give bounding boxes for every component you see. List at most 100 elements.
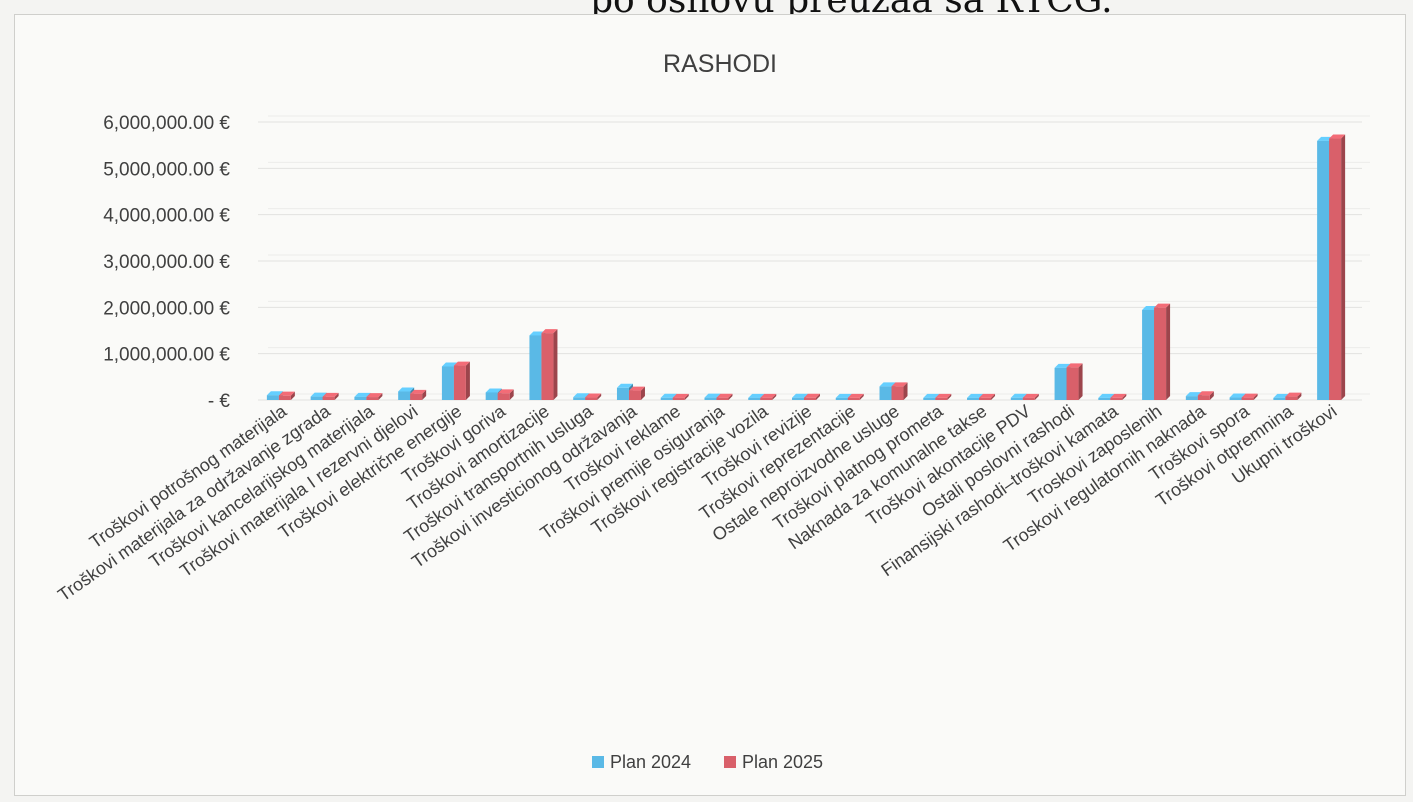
bar-side	[290, 391, 295, 400]
legend-item: Plan 2024	[592, 752, 691, 772]
bar-top	[847, 393, 864, 398]
bar-front	[1185, 396, 1198, 400]
bar-top	[573, 393, 590, 398]
bar-side	[1166, 303, 1171, 400]
bar-front	[935, 397, 948, 400]
bar-front	[891, 386, 904, 400]
bar-front	[1329, 138, 1342, 401]
bar	[847, 393, 864, 400]
bar-front	[1273, 397, 1286, 400]
bar-side	[859, 393, 864, 400]
bar-side	[640, 386, 645, 400]
bar-top	[322, 392, 339, 397]
bar-top	[310, 392, 327, 397]
bar-front	[497, 393, 510, 400]
bar-top	[410, 389, 427, 394]
y-tick-label: - €	[208, 391, 231, 412]
bar-front	[804, 397, 816, 400]
bar-side	[772, 393, 777, 400]
bar-front	[1285, 396, 1298, 400]
bar-top	[879, 382, 896, 387]
bars	[266, 134, 1346, 401]
bar	[935, 393, 952, 400]
bar-top	[979, 393, 996, 398]
bar-side	[1341, 134, 1346, 401]
bar-top	[891, 382, 908, 387]
bar	[1066, 363, 1083, 400]
bar	[585, 393, 602, 400]
bar-front	[1098, 397, 1111, 400]
bar-front	[266, 395, 279, 400]
bar-top	[278, 391, 295, 396]
bar-top	[266, 391, 283, 396]
bar-front	[441, 366, 454, 400]
bar-front	[573, 397, 586, 400]
bar	[453, 361, 470, 400]
bar-front	[1110, 397, 1123, 400]
bar	[891, 382, 908, 400]
chart-title: RASHODI	[663, 50, 777, 78]
bar-side	[684, 393, 689, 400]
bar-front	[760, 397, 773, 400]
bar-top	[1185, 392, 1202, 397]
bar-top	[1285, 392, 1302, 397]
bar-top	[1229, 393, 1246, 398]
bar	[1329, 134, 1346, 401]
bar	[672, 393, 689, 400]
bar	[1154, 303, 1171, 400]
bar	[278, 391, 295, 400]
bar	[628, 386, 645, 400]
bar-front	[967, 397, 980, 400]
bar-top	[967, 393, 984, 398]
bar-side	[1034, 393, 1039, 400]
bar	[541, 329, 558, 400]
bar	[497, 389, 514, 400]
bar-side	[553, 329, 558, 400]
bar-side	[1078, 363, 1083, 400]
bar-top	[1329, 134, 1346, 139]
bar	[366, 393, 383, 400]
bar-top	[672, 393, 689, 398]
bar-top	[1154, 303, 1171, 308]
bar-front	[704, 397, 717, 400]
bar-front	[1197, 395, 1210, 400]
legend: Plan 2024 Plan 2025	[592, 752, 823, 772]
legend-swatch	[724, 756, 736, 768]
bar-top	[616, 383, 633, 388]
bar-front	[835, 397, 848, 400]
bar-front	[716, 397, 729, 400]
bar-front	[398, 391, 411, 400]
bar-side	[465, 361, 470, 400]
bar	[804, 393, 820, 400]
bar-front	[847, 397, 860, 400]
bar-side	[334, 392, 339, 400]
bar-top	[585, 393, 602, 398]
bar-front	[616, 387, 629, 400]
y-tick-label: 4,000,000.00 €	[103, 206, 230, 227]
bar-side	[991, 393, 996, 400]
bar-side	[378, 393, 383, 400]
bar	[1241, 393, 1258, 400]
bar-top	[628, 386, 645, 391]
bar-top	[1054, 363, 1071, 368]
bar	[1285, 392, 1302, 400]
bar-front	[748, 397, 761, 400]
bar-side	[947, 393, 952, 400]
bar-front	[310, 396, 323, 400]
bar-top	[1098, 393, 1115, 398]
bar-top	[354, 392, 371, 397]
bar-top	[541, 329, 558, 334]
bar-top	[398, 387, 415, 392]
bar	[1110, 393, 1127, 400]
bar-side	[1297, 392, 1302, 400]
bar-front	[1241, 397, 1254, 400]
bar-top	[1022, 393, 1039, 398]
bar-top	[1066, 363, 1083, 368]
y-tick-label: 6,000,000.00 €	[103, 113, 230, 134]
bar	[760, 393, 777, 400]
bar-front	[792, 397, 804, 400]
bar-top	[804, 393, 820, 398]
bar-top	[716, 393, 733, 398]
